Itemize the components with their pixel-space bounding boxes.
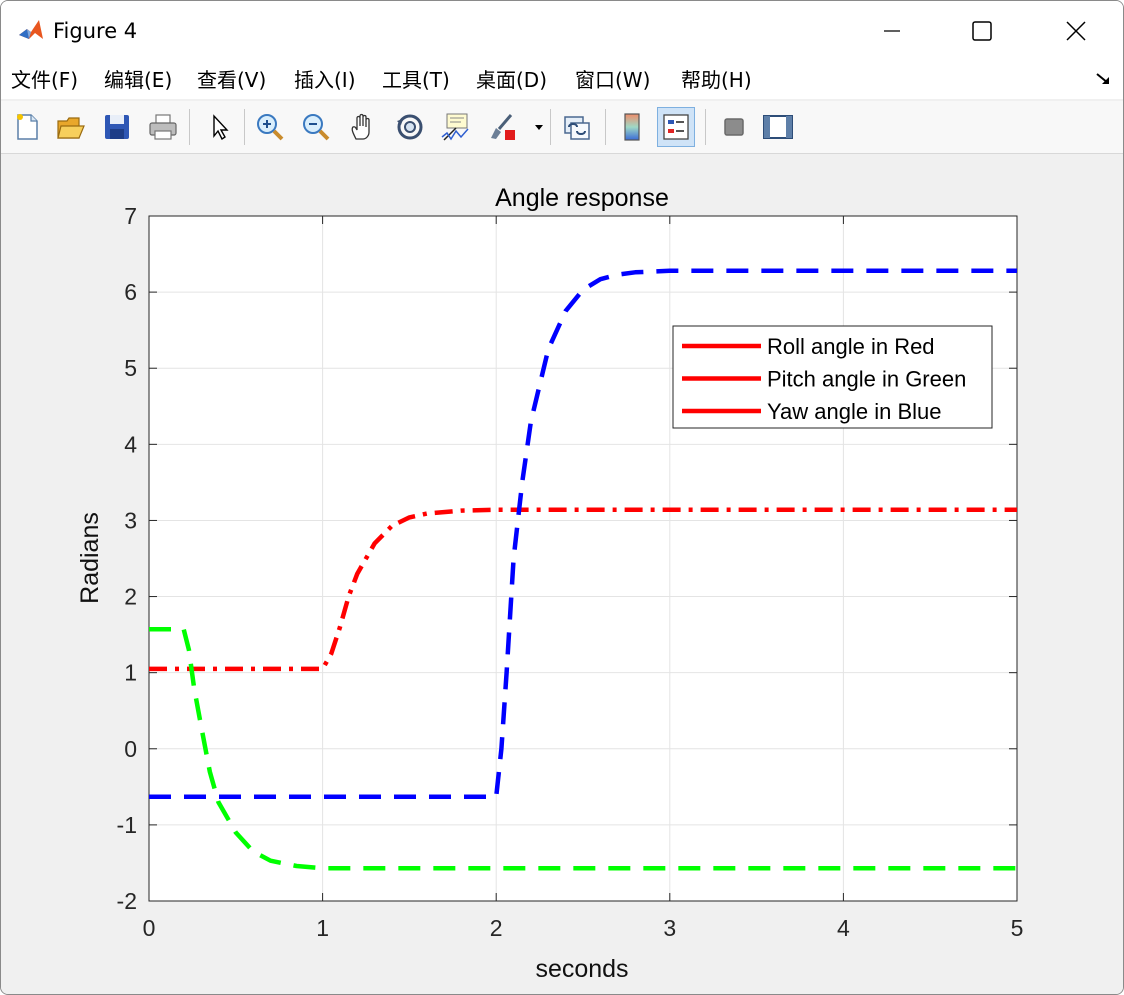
toolbar-separator [605,109,606,145]
menu-view[interactable]: 查看(V) [197,68,267,92]
y-tick-label: 1 [124,660,137,686]
axes-box [148,215,1018,902]
y-axis-label: Radians [76,512,104,604]
figure-canvas: Angle response seconds Radians 0 1 2 3 4 5 -2 -… [1,154,1123,994]
save-button[interactable] [98,107,136,147]
yaw-angle-line [149,268,1017,799]
maximize-icon [972,21,992,41]
axes-background [149,216,1017,901]
y-tick-label: 5 [124,355,137,381]
matlab-logo-icon [17,17,45,45]
link-plot-icon [564,116,590,140]
new-figure-icon [17,114,38,140]
legend-label: Yaw angle in Blue [767,399,942,424]
brush-icon [491,114,515,140]
brush-button[interactable] [484,107,522,147]
toolbar-separator [189,109,190,145]
link-plot-button[interactable] [558,107,596,147]
legend-label: Roll angle in Red [767,334,935,359]
data-cursor-icon [441,113,469,141]
toolbar-separator [705,109,706,145]
pan-hand-icon [351,113,370,140]
edit-plot-arrow-icon [213,114,229,141]
rotate-3d-icon [397,114,423,140]
roll-angle-line [149,507,1017,672]
zoom-in-icon [257,114,284,141]
menu-desktop[interactable]: 桌面(D) [476,68,548,92]
legend-button[interactable] [657,107,695,147]
y-tick-label: 7 [124,203,137,229]
show-plot-tools-icon [763,115,793,139]
colorbar-icon [624,113,640,141]
toolbar-separator [244,109,245,145]
data-cursor-button[interactable] [436,107,474,147]
minimize-icon [884,30,900,32]
menu-insert[interactable]: 插入(I) [294,68,356,92]
menu-edit[interactable]: 编辑(E) [104,68,173,92]
window-title: Figure 4 [53,19,138,43]
menu-bar: 文件(F) 编辑(E) 查看(V) 插入(I) 工具(T) 桌面(D) 窗口(W… [1,61,1123,99]
new-figure-button[interactable] [8,107,46,147]
y-tick-label: -2 [117,888,137,914]
y-tick-label: 2 [124,584,137,610]
rotate-3d-button[interactable] [391,107,429,147]
save-icon [105,115,129,139]
axes-chart[interactable]: Angle response seconds Radians 0 1 2 3 4 5 -2 -… [1,154,1123,994]
close-icon [1066,21,1086,41]
hide-plot-tools-icon [724,118,744,136]
x-tick-label: 3 [663,915,676,941]
menu-help[interactable]: 帮助(H) [681,68,752,92]
pitch-angle-line [149,627,1017,871]
x-tick-label: 0 [143,915,156,941]
x-tick-label: 4 [837,915,850,941]
dock-arrow-icon[interactable] [1093,69,1113,89]
colorbar-button[interactable] [613,107,651,147]
y-tick-label: 3 [124,507,137,533]
zoom-out-icon [303,114,330,141]
brush-dropdown-icon[interactable] [533,121,545,133]
title-bar: Figure 4 [1,1,1123,61]
figure-toolbar [1,101,1123,154]
open-file-icon [57,117,85,139]
minimize-button[interactable] [847,1,937,61]
y-tick-label: 6 [124,279,137,305]
y-tick-label: -1 [117,812,137,838]
show-plot-tools-button[interactable] [759,107,797,147]
x-tick-label: 1 [316,915,329,941]
x-axis-label: seconds [535,955,628,983]
hide-plot-tools-button[interactable] [715,107,753,147]
close-button[interactable] [1031,1,1121,61]
zoom-in-button[interactable] [251,107,289,147]
y-tick-label: 0 [124,736,137,762]
y-tick-label: 4 [124,431,137,457]
legend-icon [663,114,689,140]
menu-file[interactable]: 文件(F) [11,68,79,92]
pan-button[interactable] [344,107,382,147]
chart-title: Angle response [495,184,669,212]
legend-label: Pitch angle in Green [767,367,966,392]
edit-plot-button[interactable] [200,107,238,147]
menu-tools[interactable]: 工具(T) [382,68,450,92]
maximize-button[interactable] [937,1,1027,61]
x-tick-label: 5 [1011,915,1024,941]
zoom-out-button[interactable] [297,107,335,147]
open-file-button[interactable] [52,107,90,147]
x-tick-label: 2 [490,915,503,941]
menu-window[interactable]: 窗口(W) [575,68,651,92]
toolbar-separator [550,109,551,145]
print-button[interactable] [144,107,182,147]
print-icon [149,114,177,140]
